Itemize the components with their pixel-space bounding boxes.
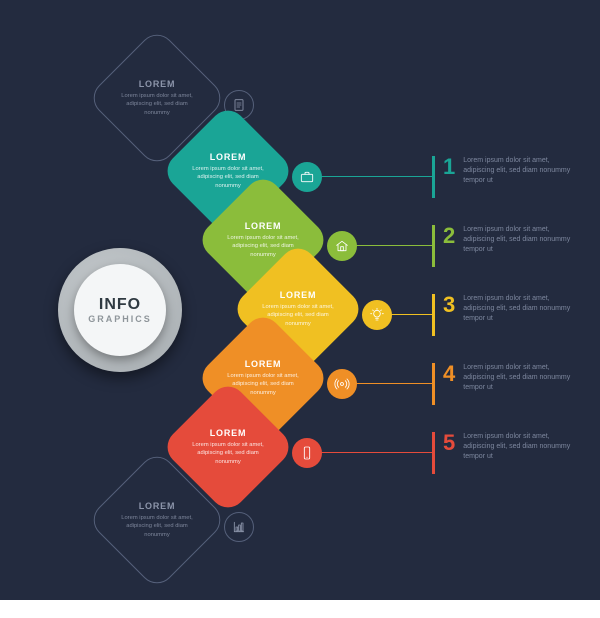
side-bar (432, 156, 435, 198)
step-diamond-5: LOREM Lorem ipsum dolor sit amet, adipis… (160, 379, 296, 515)
signal-icon (327, 369, 357, 399)
endcap-title: LOREM (139, 501, 176, 511)
side-bar (432, 432, 435, 474)
side-bar (432, 294, 435, 336)
infographic-canvas: LOREM Lorem ipsum dolor sit amet, adipis… (0, 0, 600, 600)
step-title: LOREM (210, 428, 247, 438)
connector-line (309, 452, 432, 453)
side-text: Lorem ipsum dolor sit amet, adipiscing e… (463, 294, 582, 324)
endcap-title: LOREM (139, 79, 176, 89)
briefcase-icon (292, 162, 322, 192)
side-item-5: 5 Lorem ipsum dolor sit amet, adipiscing… (432, 432, 582, 474)
side-number: 2 (443, 225, 455, 247)
side-item-1: 1 Lorem ipsum dolor sit amet, adipiscing… (432, 156, 582, 198)
side-number: 5 (443, 432, 455, 454)
chart-icon (224, 512, 254, 542)
side-text: Lorem ipsum dolor sit amet, adipiscing e… (463, 432, 582, 462)
center-title-1: INFO (99, 296, 141, 314)
side-text: Lorem ipsum dolor sit amet, adipiscing e… (463, 363, 582, 393)
bulb-icon (362, 300, 392, 330)
endcap-body: Lorem ipsum dolor sit amet, adipiscing e… (116, 514, 198, 538)
side-text: Lorem ipsum dolor sit amet, adipiscing e… (463, 156, 582, 186)
center-title-2: GRAPHICS (88, 314, 152, 324)
step-title: LOREM (280, 290, 317, 300)
side-item-3: 3 Lorem ipsum dolor sit amet, adipiscing… (432, 294, 582, 336)
side-bar (432, 225, 435, 267)
side-number: 1 (443, 156, 455, 178)
connector-line (344, 383, 432, 384)
center-badge-inner: INFO GRAPHICS (74, 264, 166, 356)
side-text: Lorem ipsum dolor sit amet, adipiscing e… (463, 225, 582, 255)
home-icon (327, 231, 357, 261)
step-title: LOREM (245, 359, 282, 369)
step-title: LOREM (245, 221, 282, 231)
side-number: 3 (443, 294, 455, 316)
step-title: LOREM (210, 152, 247, 162)
step-body: Lorem ipsum dolor sit amet, adipiscing e… (188, 441, 268, 465)
connector-line (309, 176, 432, 177)
side-bar (432, 363, 435, 405)
side-item-2: 2 Lorem ipsum dolor sit amet, adipiscing… (432, 225, 582, 267)
connector-line (344, 245, 432, 246)
side-number: 4 (443, 363, 455, 385)
phone-icon (292, 438, 322, 468)
endcap-body: Lorem ipsum dolor sit amet, adipiscing e… (116, 92, 198, 116)
side-item-4: 4 Lorem ipsum dolor sit amet, adipiscing… (432, 363, 582, 405)
